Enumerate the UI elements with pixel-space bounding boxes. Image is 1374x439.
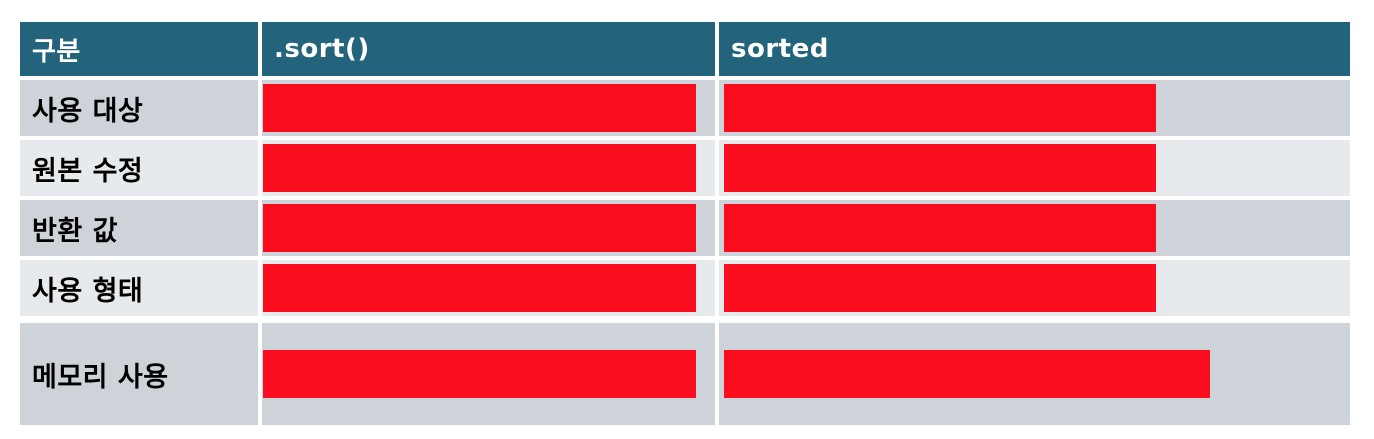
redaction-bar-sorted — [724, 144, 1156, 192]
header-cell-sorted: sorted — [719, 22, 1350, 76]
row-label: 사용 대상 — [32, 95, 144, 127]
row-label-cell: 메모리 사용 — [20, 323, 258, 425]
redaction-bar-sorted — [724, 84, 1156, 132]
header-cell-sort: .sort() — [262, 22, 715, 76]
sorted-value-cell — [719, 80, 1350, 136]
header-cell-category: 구분 — [20, 22, 258, 76]
row-label: 메모리 사용 — [32, 361, 169, 393]
redaction-bar-sort — [263, 84, 696, 132]
sorted-value-cell — [719, 323, 1350, 425]
row-label-cell: 사용 대상 — [20, 80, 258, 136]
row-label: 반환 값 — [32, 215, 118, 247]
redaction-bar-sorted — [724, 264, 1156, 312]
table-row: 메모리 사용 — [20, 323, 1350, 425]
sort-value-cell — [262, 323, 715, 425]
row-label: 사용 형태 — [32, 275, 144, 307]
redaction-bar-sort — [263, 264, 696, 312]
redaction-bar-sort — [263, 204, 696, 252]
sort-value-cell — [262, 200, 715, 256]
redaction-bar-sorted — [724, 204, 1156, 252]
sorted-value-cell — [719, 260, 1350, 316]
sorted-value-cell — [719, 200, 1350, 256]
row-label-cell: 원본 수정 — [20, 140, 258, 196]
header-label-sorted: sorted — [731, 34, 829, 64]
table-row: 원본 수정 — [20, 140, 1350, 196]
header-label-sort: .sort() — [274, 34, 370, 64]
table-row: 반환 값 — [20, 200, 1350, 256]
header-label-category: 구분 — [32, 36, 81, 67]
table-row: 사용 대상 — [20, 80, 1350, 136]
redaction-bar-sort — [263, 144, 696, 192]
table-header-row: 구분 .sort() sorted — [20, 22, 1350, 76]
row-label-cell: 사용 형태 — [20, 260, 258, 316]
sort-value-cell — [262, 80, 715, 136]
redaction-bar-sort — [263, 350, 696, 398]
redaction-bar-sorted — [724, 350, 1210, 398]
table-row: 사용 형태 — [20, 260, 1350, 316]
row-label-cell: 반환 값 — [20, 200, 258, 256]
row-label: 원본 수정 — [32, 155, 144, 187]
sort-value-cell — [262, 140, 715, 196]
sort-value-cell — [262, 260, 715, 316]
sorted-value-cell — [719, 140, 1350, 196]
